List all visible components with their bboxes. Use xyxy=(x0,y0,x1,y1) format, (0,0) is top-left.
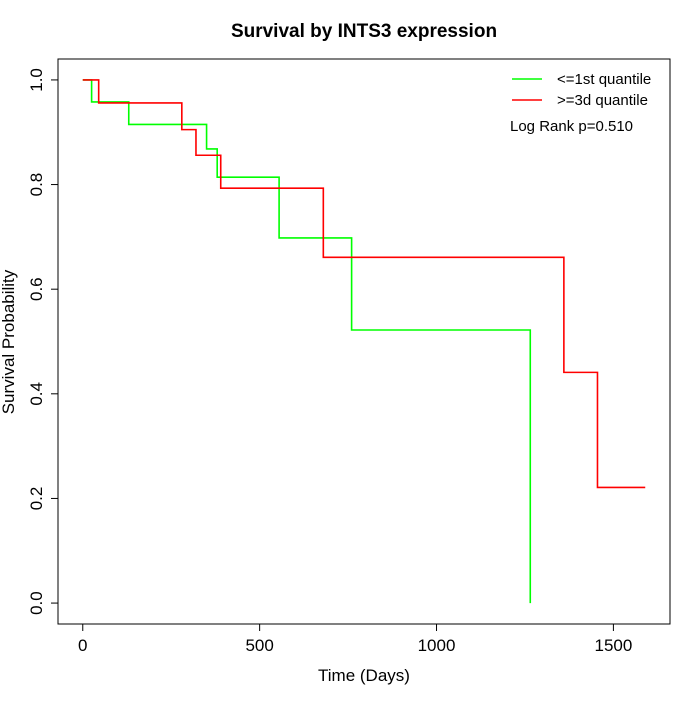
y-tick-label: 1.0 xyxy=(27,68,46,92)
legend: <=1st quantile >=3d quantile xyxy=(512,71,651,109)
x-tick-label: 1500 xyxy=(594,636,632,655)
plot-frame xyxy=(57,58,671,625)
legend-label: >=3d quantile xyxy=(557,92,648,109)
series-line-2 xyxy=(82,79,646,489)
x-tick-label: 500 xyxy=(245,636,273,655)
y-tick-label: 0.6 xyxy=(27,277,46,301)
x-tick-label: 1000 xyxy=(418,636,456,655)
y-tick-label: 0.2 xyxy=(27,487,46,511)
x-axis-label: Time (Days) xyxy=(318,666,410,685)
y-tick-label: 0.8 xyxy=(27,173,46,197)
x-axis: 0 500 1000 1500 xyxy=(78,623,632,655)
y-tick-label: 0.0 xyxy=(27,591,46,615)
series-line-1 xyxy=(82,79,532,604)
y-axis-label: Survival Probability xyxy=(0,269,18,414)
y-axis: 0.0 0.2 0.4 0.6 0.8 1.0 xyxy=(27,68,59,615)
log-rank-annotation: Log Rank p=0.510 xyxy=(510,118,633,135)
legend-label: <=1st quantile xyxy=(557,71,651,88)
series-layer xyxy=(82,79,646,604)
y-tick-label: 0.4 xyxy=(27,382,46,406)
chart-title: Survival by INTS3 expression xyxy=(231,21,497,42)
x-tick-label: 0 xyxy=(78,636,87,655)
